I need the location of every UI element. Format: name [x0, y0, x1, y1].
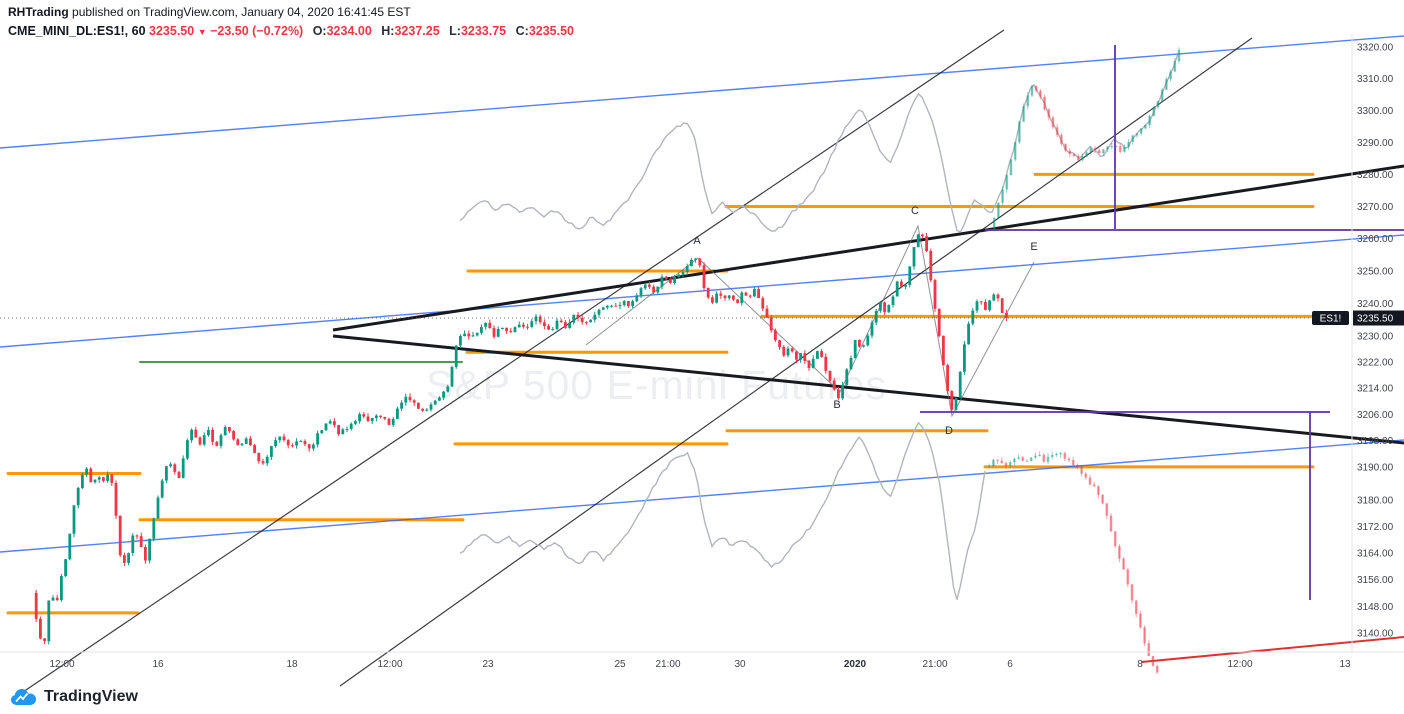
- change-arrow-icon: ▼: [197, 26, 207, 37]
- svg-text:3190.00[interactable]: 3190.00: [1357, 462, 1394, 473]
- svg-text:E: E: [1030, 241, 1037, 253]
- main-candles: [34, 233, 1008, 645]
- svg-text:D: D: [945, 425, 953, 437]
- axis-borders: [0, 34, 1404, 653]
- svg-text:3320.00[interactable]: 3320.00: [1357, 43, 1394, 54]
- svg-text:3230.00[interactable]: 3230.00: [1357, 331, 1394, 342]
- close-label: C:: [515, 23, 529, 38]
- svg-text:12:00[interactable]: 12:00: [377, 659, 402, 670]
- svg-text:12:00[interactable]: 12:00: [49, 659, 74, 670]
- projection-candles-bullish-projection: [992, 47, 1181, 232]
- projection-candles-bearish-projection: [987, 451, 1159, 674]
- svg-text:3172.00[interactable]: 3172.00: [1357, 522, 1394, 533]
- last-price: 3235.50: [149, 23, 195, 38]
- svg-text:3270.00[interactable]: 3270.00: [1357, 202, 1394, 213]
- open-label: O:: [312, 23, 327, 38]
- header: RHTrading published on TradingView.com, …: [8, 5, 574, 39]
- time-axis: 12:00 16 18 12:00 23 25 21:00 30 2020 21:00 6 8 12:0…: [49, 659, 1351, 670]
- svg-text:B: B: [833, 399, 840, 411]
- svg-text:23[interactable]: 23: [482, 659, 494, 670]
- low-value: 3233.75: [460, 23, 507, 38]
- svg-text:21:00[interactable]: 21:00: [655, 659, 680, 670]
- wave-labels: A B C D E: [693, 205, 1037, 437]
- svg-text:3198.00[interactable]: 3198.00: [1357, 436, 1394, 447]
- trendlines: [0, 29, 1404, 695]
- svg-text:12:00[interactable]: 12:00: [1227, 659, 1252, 670]
- tradingview-logo[interactable]: TradingView: [10, 688, 138, 706]
- symbol-title[interactable]: CME_MINI_DL:ES1!, 60: [8, 23, 146, 38]
- svg-text:13[interactable]: 13: [1339, 659, 1351, 670]
- price-axis: 3320.00 3310.00 3300.00 3290.00 3280.00 3270.…: [1357, 43, 1394, 640]
- svg-text:3206.00[interactable]: 3206.00: [1357, 410, 1394, 421]
- low-label: L:: [449, 23, 461, 38]
- svg-text:C: C: [911, 205, 919, 217]
- close-value: 3235.50: [528, 23, 575, 38]
- svg-text:3290.00[interactable]: 3290.00: [1357, 138, 1394, 149]
- svg-text:3235.50: 3235.50: [1357, 314, 1394, 325]
- high-label: H:: [381, 23, 395, 38]
- svg-text:18[interactable]: 18: [286, 659, 298, 670]
- open-value: 3234.00: [326, 23, 372, 38]
- svg-text:21:00[interactable]: 21:00: [922, 659, 947, 670]
- svg-text:3300.00[interactable]: 3300.00: [1357, 106, 1394, 117]
- svg-text:8[interactable]: 8: [1137, 659, 1143, 670]
- svg-text:3280.00[interactable]: 3280.00: [1357, 170, 1394, 181]
- svg-text:16[interactable]: 16: [152, 659, 164, 670]
- svg-text:3240.00[interactable]: 3240.00: [1357, 299, 1394, 310]
- tradingview-cloud-icon: [11, 689, 36, 705]
- svg-text:A: A: [693, 235, 701, 247]
- high-value: 3237.25: [394, 23, 440, 38]
- overlay-drawings: [920, 45, 1404, 600]
- svg-text:3260.00[interactable]: 3260.00: [1357, 234, 1394, 245]
- price-levels: [6, 172, 1315, 615]
- publish-line: RHTrading published on TradingView.com, …: [8, 5, 574, 21]
- price-badges: ES1! 3235.50: [1312, 310, 1404, 326]
- wave-path: [585, 224, 1035, 418]
- author-name[interactable]: RHTrading: [8, 5, 69, 19]
- svg-text:3250.00[interactable]: 3250.00: [1357, 267, 1394, 278]
- price-change: −23.50 (−0.72%): [210, 23, 304, 38]
- svg-text:3222.00[interactable]: 3222.00: [1357, 358, 1394, 369]
- svg-text:6[interactable]: 6: [1007, 659, 1013, 670]
- svg-text:25[interactable]: 25: [614, 659, 626, 670]
- svg-text:3140.00[interactable]: 3140.00: [1357, 629, 1394, 640]
- ghost-projection-lines: [459, 54, 1179, 600]
- svg-text:3164.00[interactable]: 3164.00: [1357, 549, 1394, 560]
- symbol-info-row: CME_MINI_DL:ES1!, 60 3235.50 ▼ −23.50 (−…: [8, 23, 574, 39]
- svg-text:2020[interactable]: 2020: [844, 659, 867, 670]
- svg-text:3148.00[interactable]: 3148.00: [1357, 602, 1394, 613]
- svg-text:30[interactable]: 30: [734, 659, 746, 670]
- svg-text:3156.00[interactable]: 3156.00: [1357, 575, 1394, 586]
- svg-text:3214.00[interactable]: 3214.00: [1357, 384, 1394, 395]
- publish-info: published on TradingView.com, January 04…: [72, 5, 411, 19]
- svg-text:ES1!: ES1!: [1320, 314, 1342, 325]
- svg-text:3310.00[interactable]: 3310.00: [1357, 74, 1394, 85]
- svg-text:3180.00[interactable]: 3180.00: [1357, 495, 1394, 506]
- tradingview-logo-text: TradingView: [44, 688, 138, 705]
